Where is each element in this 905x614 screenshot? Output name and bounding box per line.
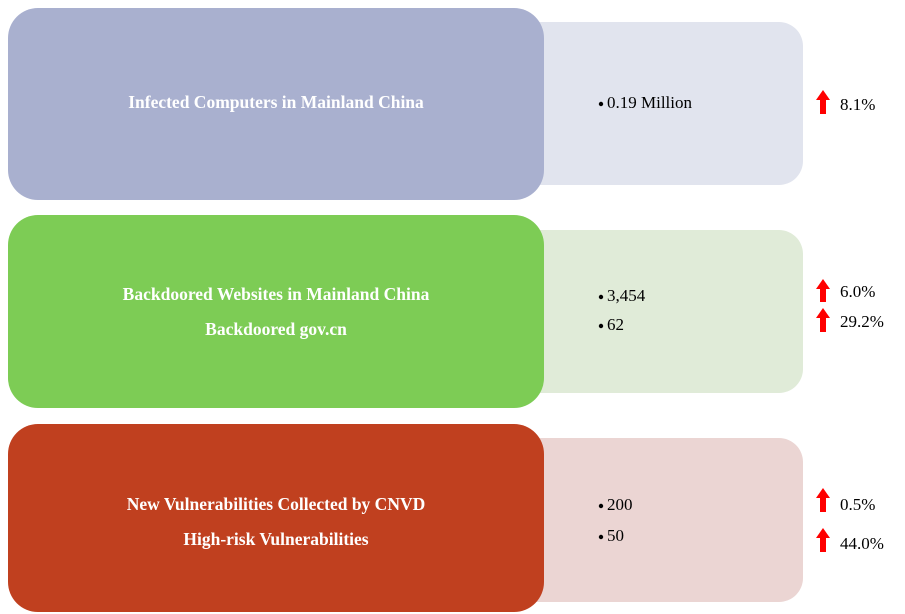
value-panel — [500, 22, 803, 185]
change: 0.5% — [840, 495, 875, 514]
label-panel — [8, 424, 544, 612]
label: Backdoored gov.cn — [205, 319, 347, 339]
value: 50 — [607, 526, 624, 545]
change: 8.1% — [840, 95, 875, 114]
value-panel — [500, 438, 803, 602]
value: 3,454 — [607, 286, 646, 305]
label-panel — [8, 215, 544, 408]
value-panel — [500, 230, 803, 393]
change: 6.0% — [840, 282, 875, 301]
up-arrows — [816, 90, 830, 552]
change: 29.2% — [840, 312, 884, 331]
label-panel — [8, 8, 544, 200]
label: High-risk Vulnerabilities — [183, 529, 368, 549]
label: Infected Computers in Mainland China — [128, 92, 424, 112]
value: 200 — [607, 495, 633, 514]
value: 0.19 Million — [607, 93, 693, 112]
label: New Vulnerabilities Collected by CNVD — [127, 494, 425, 514]
label: Backdoored Websites in Mainland China — [123, 284, 430, 304]
change: 44.0% — [840, 534, 884, 553]
value: 62 — [607, 315, 624, 334]
bullets — [598, 101, 604, 540]
